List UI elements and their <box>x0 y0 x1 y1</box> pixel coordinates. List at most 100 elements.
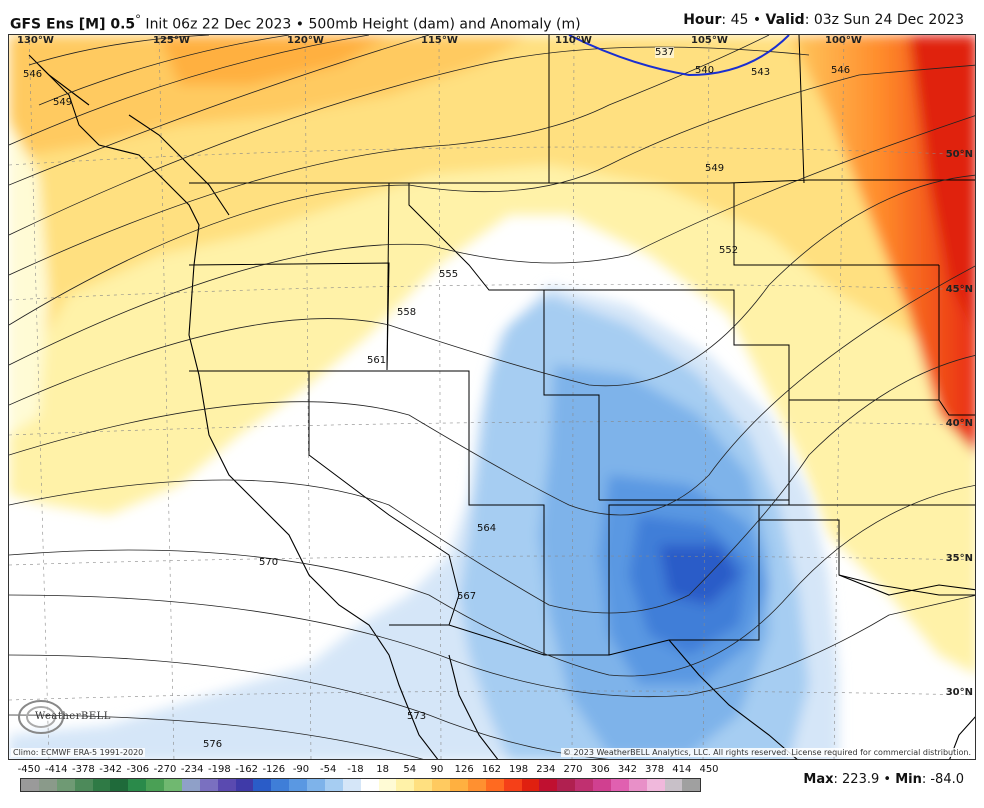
contour-label-555: 555 <box>439 269 459 280</box>
colorbar-tick-label: -378 <box>72 764 95 775</box>
colorbar-swatch <box>235 779 254 791</box>
colorbar-swatch <box>628 779 647 791</box>
colorbar-swatch <box>181 779 200 791</box>
colorbar-swatch <box>682 779 701 791</box>
colorbar <box>20 778 701 792</box>
lon-label-120w: 120°W <box>287 35 324 46</box>
colorbar-swatch <box>664 779 683 791</box>
lat-label-30n: 30°N <box>945 687 973 698</box>
contour-label-567: 567 <box>457 591 477 602</box>
anomaly-map <box>9 35 975 759</box>
colorbar-tick-label: -126 <box>262 764 286 775</box>
valid-label: Valid <box>765 12 805 28</box>
logo-text: WeatherBELL <box>35 711 111 722</box>
colorbar-swatch <box>92 779 111 791</box>
copyright-note: © 2023 WeatherBELL Analytics, LLC. All r… <box>561 748 973 757</box>
lat-label-35n: 35°N <box>945 553 973 564</box>
contour-label-558: 558 <box>397 307 417 318</box>
colorbar-tick-label: 18 <box>376 764 389 775</box>
max-min-readout: Max: 223.9 • Min: -84.0 <box>803 772 964 787</box>
min-label: Min <box>895 772 922 787</box>
colorbar-swatch <box>593 779 611 791</box>
colorbar-swatch <box>414 779 433 791</box>
colorbar-swatch <box>557 779 576 791</box>
contour-label-564: 564 <box>477 523 497 534</box>
contour-label-543: 543 <box>751 67 771 78</box>
hour-value: : 45 • <box>721 12 766 28</box>
colorbar-tick-label: 90 <box>430 764 444 775</box>
colorbar-swatch <box>324 779 343 791</box>
colorbar-tick-label: 126 <box>454 764 474 775</box>
colorbar-tick-label: 450 <box>699 764 719 775</box>
min-value: : -84.0 <box>921 772 964 787</box>
lon-label-100w: 100°W <box>825 35 862 46</box>
colorbar-swatch <box>467 779 486 791</box>
lon-label-115w: 115°W <box>421 35 458 46</box>
contour-label-546-west: 546 <box>23 69 43 80</box>
colorbar-swatch <box>378 779 397 791</box>
colorbar-tick-label: 342 <box>617 764 637 775</box>
colorbar-swatch <box>38 779 57 791</box>
lat-label-40n: 40°N <box>945 418 973 429</box>
coastline <box>28 54 975 759</box>
colorbar-tick-label: -450 <box>17 764 41 775</box>
map-panel: 537 540 543 546 549 552 555 558 561 564 … <box>8 34 976 760</box>
colorbar-tick-label: -234 <box>180 764 204 775</box>
colorbar-tick-label: 306 <box>590 764 610 775</box>
lat-label-50n: 50°N <box>945 149 973 160</box>
colorbar-swatch <box>521 779 540 791</box>
climo-note: Climo: ECMWF ERA-5 1991-2020 <box>11 748 146 757</box>
colorbar-tick-label: 234 <box>536 764 556 775</box>
colorbar-tick-label: -162 <box>235 764 258 775</box>
lon-label-130w: 130°W <box>17 35 54 46</box>
contour-label-573: 573 <box>407 711 427 722</box>
lat-label-45n: 45°N <box>945 284 973 295</box>
colorbar-swatch <box>360 779 379 791</box>
logo-swirl-icon <box>18 700 64 734</box>
colorbar-tick-label: -18 <box>347 764 364 775</box>
init-and-field: Init 06z 22 Dec 2023 • 500mb Height (dam… <box>140 16 581 33</box>
map-title: GFS Ens [M] 0.5° Init 06z 22 Dec 2023 • … <box>10 12 581 33</box>
height-contours <box>9 35 975 759</box>
lon-label-110w: 110°W <box>555 35 592 46</box>
contour-label-570: 570 <box>259 557 279 568</box>
colorbar-swatch <box>646 779 665 791</box>
graticule <box>9 35 975 759</box>
colorbar-swatch <box>610 779 629 791</box>
max-label: Max <box>803 772 834 787</box>
contour-label-552: 552 <box>719 245 739 256</box>
degree-mark: ° <box>135 12 141 26</box>
colorbar-swatch <box>342 779 361 791</box>
hour-label: Hour <box>683 12 722 28</box>
colorbar-swatch <box>21 779 39 791</box>
colorbar-tick-label: -306 <box>126 764 150 775</box>
colorbar-tick-label: 414 <box>672 764 692 775</box>
contour-label-576: 576 <box>203 739 223 750</box>
colorbar-swatch <box>396 779 415 791</box>
colorbar-swatch <box>432 779 450 791</box>
colorbar-swatch <box>56 779 75 791</box>
colorbar-swatch <box>164 779 182 791</box>
lon-label-105w: 105°W <box>691 35 728 46</box>
colorbar-tick-label: -198 <box>208 764 231 775</box>
colorbar-tick-label: 54 <box>403 764 417 775</box>
negative-anomaly-fill <box>9 285 839 759</box>
colorbar-tick-label: -54 <box>320 764 337 775</box>
colorbar-swatch <box>199 779 218 791</box>
header-bar: GFS Ens [M] 0.5° Init 06z 22 Dec 2023 • … <box>0 0 984 34</box>
colorbar-tick-label: 270 <box>563 764 583 775</box>
max-value: : 223.9 • <box>833 772 896 787</box>
colorbar-swatch <box>485 779 504 791</box>
model-name: GFS Ens [M] 0.5 <box>10 16 136 33</box>
colorbar-ticks: -450 -414 -378 -342 -306 -270 -234 -198 -162 -126… <box>14 764 719 778</box>
forecast-time: Hour: 45 • Valid: 03z Sun 24 Dec 2023 <box>683 12 964 28</box>
contour-label-540: 540 <box>695 65 715 76</box>
weatherbell-logo: WeatherBELL <box>13 695 110 741</box>
contour-label-549-west: 549 <box>53 97 73 108</box>
colorbar-tick-label: 378 <box>645 764 665 775</box>
colorbar-swatch <box>110 779 129 791</box>
colorbar-swatch <box>307 779 325 791</box>
contour-label-537: 537 <box>655 47 675 58</box>
valid-value: : 03z Sun 24 Dec 2023 <box>804 12 964 28</box>
colorbar-swatch <box>146 779 164 791</box>
